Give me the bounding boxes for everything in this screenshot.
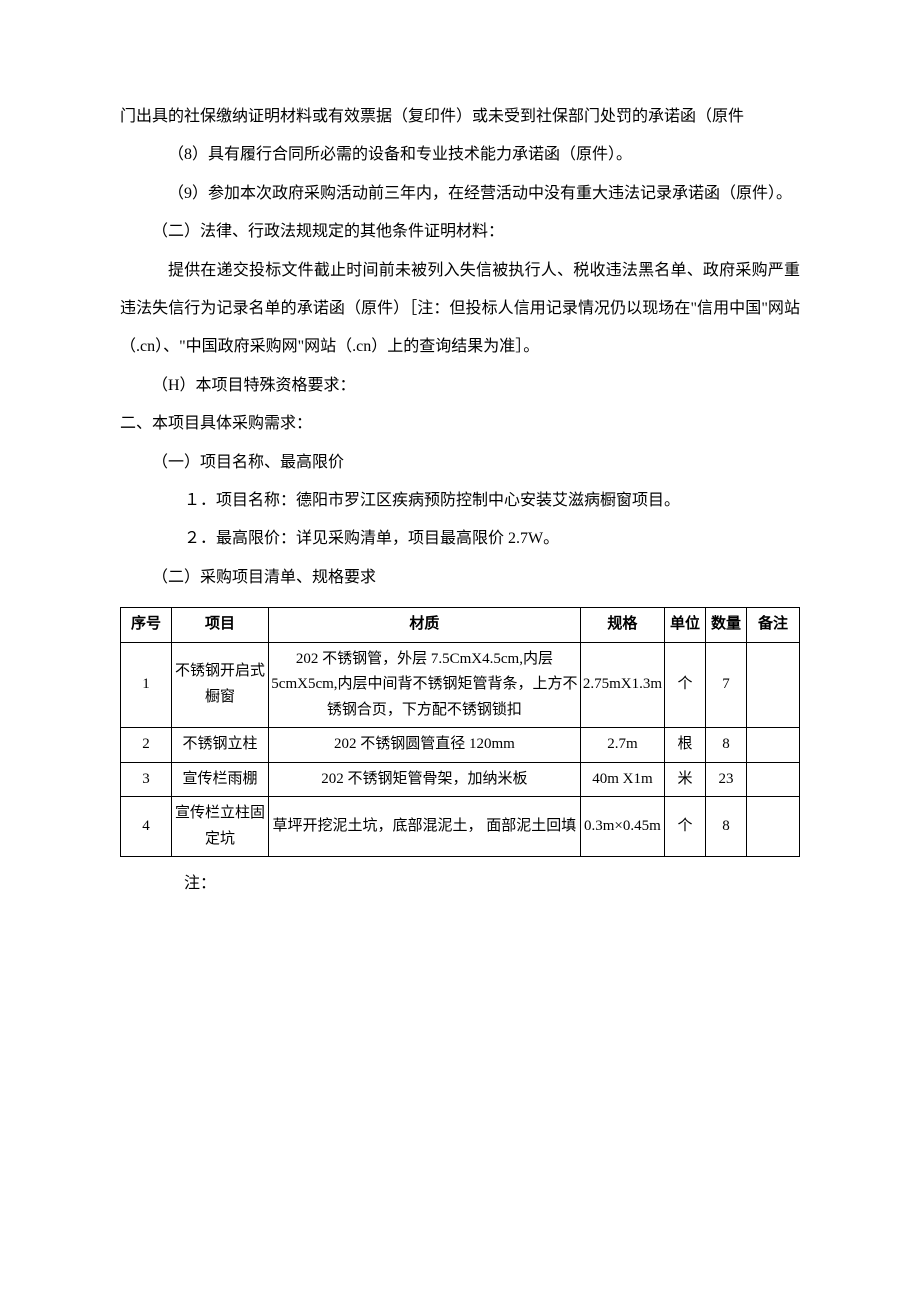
cell-note xyxy=(747,728,800,763)
cell-item: 不锈钢立柱 xyxy=(172,728,269,763)
table-row: 2 不锈钢立柱 202 不锈钢圆管直径 120mm 2.7m 根 8 xyxy=(121,728,800,763)
cell-spec: 40m X1m xyxy=(580,762,664,797)
cell-item: 宣传栏立柱固定坑 xyxy=(172,797,269,857)
th-spec: 规格 xyxy=(580,608,664,643)
sub-1-1: １．项目名称：德阳市罗江区疾病预防控制中心安装艾滋病橱窗项目。 xyxy=(120,482,800,520)
table-row: 1 不锈钢开启式橱窗 202 不锈钢管，外层 7.5CmX4.5cm,内层 5c… xyxy=(121,642,800,728)
sub-2: （二）采购项目清单、规格要求 xyxy=(120,559,800,597)
cell-spec: 2.7m xyxy=(580,728,664,763)
cell-material: 202 不锈钢矩管骨架，加纳米板 xyxy=(269,762,581,797)
th-unit: 单位 xyxy=(665,608,706,643)
table-header-row: 序号 项目 材质 规格 单位 数量 备注 xyxy=(121,608,800,643)
th-seq: 序号 xyxy=(121,608,172,643)
cell-qty: 8 xyxy=(706,797,747,857)
document-page: 门出具的社保缴纳证明材料或有效票据（复印件）或未受到社保部门处罚的承诺函（原件 … xyxy=(0,0,920,963)
cell-material: 202 不锈钢管，外层 7.5CmX4.5cm,内层 5cmX5cm,内层中间背… xyxy=(269,642,581,728)
table-row: 4 宣传栏立柱固定坑 草坪开挖泥土坑，底部混泥土， 面部泥土回填 0.3m×0.… xyxy=(121,797,800,857)
item-9: （9）参加本次政府采购活动前三年内，在经营活动中没有重大违法记录承诺函（原件）。 xyxy=(120,175,800,213)
th-material: 材质 xyxy=(269,608,581,643)
cell-seq: 1 xyxy=(121,642,172,728)
item-8: （8）具有履行合同所必需的设备和专业技术能力承诺函（原件）。 xyxy=(120,136,800,174)
cell-material: 202 不锈钢圆管直径 120mm xyxy=(269,728,581,763)
sub-1-2: ２．最高限价：详见采购清单，项目最高限价 2.7W。 xyxy=(120,520,800,558)
cell-qty: 23 xyxy=(706,762,747,797)
note-label: 注： xyxy=(120,865,800,903)
cell-item: 宣传栏雨棚 xyxy=(172,762,269,797)
cell-seq: 4 xyxy=(121,797,172,857)
th-note: 备注 xyxy=(747,608,800,643)
cell-qty: 8 xyxy=(706,728,747,763)
paragraph-cont: 门出具的社保缴纳证明材料或有效票据（复印件）或未受到社保部门处罚的承诺函（原件 xyxy=(120,98,800,136)
cell-note xyxy=(747,797,800,857)
cell-unit: 个 xyxy=(665,642,706,728)
subsection-h: （H）本项目特殊资格要求： xyxy=(120,367,800,405)
procurement-table: 序号 项目 材质 规格 单位 数量 备注 1 不锈钢开启式橱窗 202 不锈钢管… xyxy=(120,607,800,857)
sub-1: （一）项目名称、最高限价 xyxy=(120,444,800,482)
cell-unit: 米 xyxy=(665,762,706,797)
subsection-2: （二）法律、行政法规规定的其他条件证明材料： xyxy=(120,213,800,251)
cell-seq: 2 xyxy=(121,728,172,763)
cell-unit: 根 xyxy=(665,728,706,763)
th-item: 项目 xyxy=(172,608,269,643)
cell-seq: 3 xyxy=(121,762,172,797)
subsection-2-body: 提供在递交投标文件截止时间前未被列入失信被执行人、税收违法黑名单、政府采购严重违… xyxy=(120,252,800,367)
cell-note xyxy=(747,642,800,728)
cell-qty: 7 xyxy=(706,642,747,728)
heading-2: 二、本项目具体采购需求： xyxy=(120,405,800,443)
cell-note xyxy=(747,762,800,797)
cell-unit: 个 xyxy=(665,797,706,857)
cell-spec: 0.3m×0.45m xyxy=(580,797,664,857)
th-qty: 数量 xyxy=(706,608,747,643)
cell-item: 不锈钢开启式橱窗 xyxy=(172,642,269,728)
cell-material: 草坪开挖泥土坑，底部混泥土， 面部泥土回填 xyxy=(269,797,581,857)
table-row: 3 宣传栏雨棚 202 不锈钢矩管骨架，加纳米板 40m X1m 米 23 xyxy=(121,762,800,797)
cell-spec: 2.75mX1.3m xyxy=(580,642,664,728)
